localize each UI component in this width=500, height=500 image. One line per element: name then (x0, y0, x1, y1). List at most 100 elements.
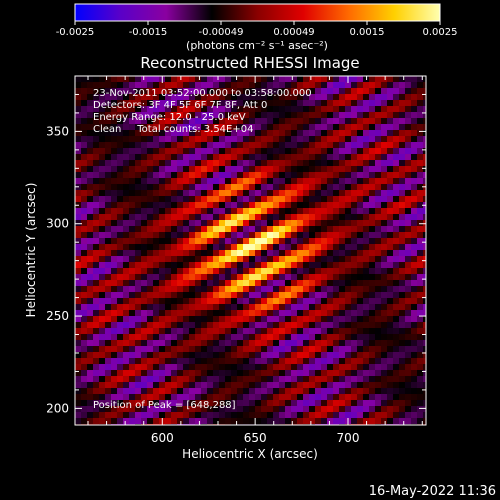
heatmap-cell (399, 274, 406, 281)
heatmap-cell (153, 340, 160, 347)
heatmap-cell (87, 172, 94, 179)
heatmap-cell (363, 196, 370, 203)
heatmap-cell (219, 310, 226, 317)
heatmap-cell (303, 124, 310, 131)
heatmap-cell (357, 166, 364, 173)
heatmap-cell (405, 208, 412, 215)
heatmap-cell (411, 220, 418, 227)
heatmap-cell (309, 172, 316, 179)
heatmap-cell (291, 112, 298, 119)
heatmap-cell (417, 340, 424, 347)
heatmap-cell (387, 76, 394, 83)
heatmap-cell (291, 406, 298, 413)
heatmap-cell (225, 124, 232, 131)
heatmap-cell (357, 322, 364, 329)
heatmap-cell (171, 238, 178, 245)
heatmap-cell (207, 370, 214, 377)
heatmap-cell (141, 76, 148, 83)
heatmap-cell (123, 280, 130, 287)
heatmap-cell (417, 118, 424, 125)
peak-position-label: Position of Peak = [648,288] (93, 400, 236, 411)
heatmap-cell (213, 76, 220, 83)
heatmap-cell (381, 244, 388, 251)
heatmap-cell (129, 124, 136, 131)
heatmap-cell (255, 394, 262, 401)
heatmap-cell (279, 394, 286, 401)
heatmap-cell (267, 328, 274, 335)
heatmap-cell (357, 190, 364, 197)
heatmap-cell (309, 406, 316, 413)
heatmap-cell (369, 370, 376, 377)
heatmap-cell (381, 142, 388, 149)
heatmap-cell (327, 298, 334, 305)
heatmap-cell (279, 226, 286, 233)
heatmap-cell (255, 94, 262, 101)
y-tick-label: 250 (46, 309, 69, 323)
heatmap-cell (237, 280, 244, 287)
heatmap-cell (381, 184, 388, 191)
heatmap-cell (291, 328, 298, 335)
heatmap-cell (357, 406, 364, 413)
heatmap-cell (183, 112, 190, 119)
heatmap-cell (123, 148, 130, 155)
heatmap-cell (171, 118, 178, 125)
heatmap-cell (231, 106, 238, 113)
heatmap-cell (195, 376, 202, 383)
heatmap-cell (201, 184, 208, 191)
heatmap-cell (117, 394, 124, 401)
heatmap-cell (117, 112, 124, 119)
heatmap-cell (111, 406, 118, 413)
heatmap-cell (417, 100, 424, 107)
heatmap-cell (117, 124, 124, 131)
colorbar-tick-label: 0.00049 (273, 27, 314, 38)
heatmap-cell (261, 286, 268, 293)
heatmap-cell (117, 316, 124, 323)
heatmap-cell (285, 184, 292, 191)
heatmap-cell (147, 220, 154, 227)
heatmap-cell (243, 292, 250, 299)
heatmap-cell (201, 106, 208, 113)
heatmap-cell (255, 328, 262, 335)
heatmap-cell (291, 298, 298, 305)
heatmap-cell (201, 334, 208, 341)
heatmap-cell (189, 340, 196, 347)
heatmap-cell (291, 130, 298, 137)
heatmap-cell (129, 280, 136, 287)
heatmap-cell (393, 274, 400, 281)
heatmap-cell (243, 244, 250, 251)
heatmap-cell (189, 304, 196, 311)
heatmap-cell (177, 118, 184, 125)
heatmap-cell (297, 364, 304, 371)
heatmap-cell (147, 184, 154, 191)
heatmap-cell (261, 160, 268, 167)
heatmap-cell (417, 286, 424, 293)
heatmap-cell (129, 88, 136, 95)
heatmap-cell (327, 82, 334, 89)
heatmap-cell (189, 136, 196, 143)
heatmap-cell (171, 208, 178, 215)
heatmap-cell (165, 184, 172, 191)
heatmap-cell (243, 418, 250, 425)
heatmap-cell (105, 226, 112, 233)
heatmap-cell (165, 418, 172, 425)
heatmap-cell (279, 388, 286, 395)
heatmap-cell (243, 406, 250, 413)
heatmap-cell (177, 334, 184, 341)
heatmap-cell (111, 328, 118, 335)
heatmap-cell (297, 94, 304, 101)
heatmap-cell (129, 274, 136, 281)
heatmap-cell (345, 286, 352, 293)
heatmap-cell (87, 184, 94, 191)
heatmap-cell (315, 394, 322, 401)
heatmap-cell (315, 376, 322, 383)
heatmap-cell (297, 382, 304, 389)
heatmap-cell (111, 190, 118, 197)
heatmap-cell (405, 346, 412, 353)
heatmap-cell (327, 184, 334, 191)
heatmap-cell (225, 364, 232, 371)
heatmap-cell (147, 280, 154, 287)
heatmap-cell (189, 94, 196, 101)
heatmap-cell (165, 364, 172, 371)
heatmap-cell (249, 256, 256, 263)
heatmap-cell (249, 316, 256, 323)
